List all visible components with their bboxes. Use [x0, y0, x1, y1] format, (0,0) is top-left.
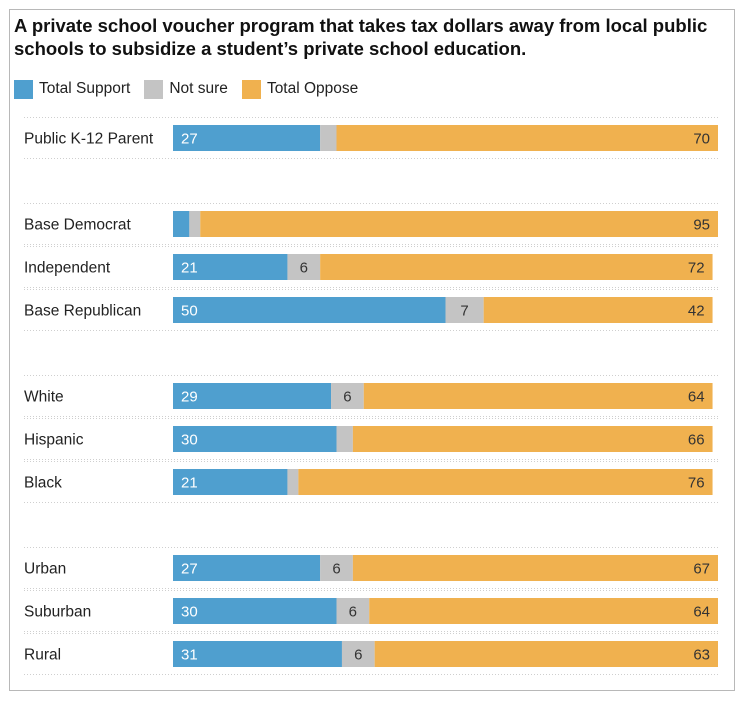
- bar-segment-support-urban: [173, 555, 321, 581]
- bar-segment-oppose-black: [298, 469, 713, 495]
- data-label-oppose-independent: 72: [688, 260, 705, 277]
- bar-segment-support-base-democrat: [173, 211, 190, 237]
- category-label-rural: Rural: [24, 647, 61, 664]
- bar-segment-support-hispanic: [173, 426, 337, 452]
- data-label-not-sure-suburban: 6: [349, 604, 357, 621]
- bar-segment-oppose-white: [363, 383, 713, 409]
- bar-segment-not-sure-hispanic: [336, 426, 353, 452]
- data-label-support-suburban: 30: [181, 604, 198, 621]
- data-label-not-sure-base-republican: 7: [460, 303, 468, 320]
- bar-segment-oppose-urban: [352, 555, 718, 581]
- data-label-support-hispanic: 30: [181, 432, 198, 449]
- bar-segment-support-public-k-12-parent: [173, 125, 321, 151]
- category-label-base-democrat: Base Democrat: [24, 217, 132, 234]
- category-label-independent: Independent: [24, 260, 111, 277]
- chart-title: A private school voucher program that ta…: [14, 15, 708, 59]
- bar-segment-support-rural: [173, 641, 342, 667]
- bar-segment-support-independent: [173, 254, 288, 280]
- data-label-oppose-white: 64: [688, 389, 705, 406]
- legend-item-not-sure: Not sure: [144, 79, 228, 99]
- category-label-base-republican: Base Republican: [24, 303, 141, 320]
- data-label-not-sure-white: 6: [343, 389, 351, 406]
- data-label-not-sure-urban: 6: [332, 561, 340, 578]
- bar-segment-support-suburban: [173, 598, 337, 624]
- bar-segment-oppose-public-k-12-parent: [336, 125, 718, 151]
- data-label-support-white: 29: [181, 389, 198, 406]
- bar-segment-not-sure-rural: [341, 641, 375, 667]
- data-label-support-urban: 27: [181, 561, 198, 578]
- bar-segment-not-sure-black: [287, 469, 299, 495]
- bar-segment-oppose-hispanic: [352, 426, 713, 452]
- data-label-support-black: 21: [181, 475, 198, 492]
- legend-item-support: Total Support: [14, 79, 131, 99]
- data-label-oppose-base-democrat: 95: [693, 217, 710, 234]
- legend-swatch-support: [14, 79, 33, 99]
- data-label-oppose-hispanic: 66: [688, 432, 705, 449]
- bar-segment-oppose-independent: [320, 254, 713, 280]
- bar-segment-support-base-republican: [173, 297, 446, 323]
- legend-label-support: Total Support: [39, 80, 131, 97]
- data-label-not-sure-rural: 6: [354, 647, 362, 664]
- bar-segment-support-black: [173, 469, 288, 495]
- data-label-oppose-rural: 63: [693, 647, 710, 664]
- bar-segment-not-sure-base-democrat: [189, 211, 201, 237]
- legend: Total Support Not sure Total Oppose: [14, 79, 372, 99]
- bar-segment-not-sure-public-k-12-parent: [320, 125, 337, 151]
- data-label-oppose-base-republican: 42: [688, 303, 705, 320]
- category-label-suburban: Suburban: [24, 604, 91, 621]
- category-label-white: White: [24, 389, 64, 406]
- bar-segment-not-sure-base-republican: [445, 297, 484, 323]
- legend-item-oppose: Total Oppose: [241, 79, 359, 99]
- bar-segment-oppose-base-democrat: [200, 211, 718, 237]
- data-label-oppose-urban: 67: [693, 561, 710, 578]
- bar-segment-oppose-rural: [374, 641, 718, 667]
- data-label-oppose-public-k-12-parent: 70: [693, 131, 710, 148]
- data-label-support-rural: 31: [181, 647, 198, 664]
- data-label-oppose-suburban: 64: [693, 604, 710, 621]
- bar-segment-not-sure-urban: [320, 555, 353, 581]
- bar-segment-oppose-base-republican: [483, 297, 713, 323]
- legend-swatch-not-sure: [144, 79, 164, 99]
- legend-swatch-oppose: [241, 79, 261, 99]
- data-label-support-public-k-12-parent: 27: [181, 131, 198, 148]
- bar-segment-not-sure-independent: [287, 254, 321, 280]
- data-label-support-base-republican: 50: [181, 303, 198, 320]
- category-label-hispanic: Hispanic: [24, 432, 84, 449]
- data-label-support-independent: 21: [181, 260, 198, 277]
- bar-segment-not-sure-white: [331, 383, 364, 409]
- data-label-not-sure-independent: 6: [300, 260, 308, 277]
- legend-label-oppose: Total Oppose: [266, 80, 359, 97]
- bar-segment-oppose-suburban: [369, 598, 718, 624]
- data-label-oppose-black: 76: [688, 475, 705, 492]
- category-label-black: Black: [24, 475, 62, 492]
- category-label-public-k-12-parent: Public K-12 Parent: [24, 131, 154, 148]
- category-label-urban: Urban: [24, 561, 66, 578]
- legend-label-not-sure: Not sure: [169, 80, 228, 97]
- bar-segment-support-white: [173, 383, 332, 409]
- bar-segment-not-sure-suburban: [336, 598, 370, 624]
